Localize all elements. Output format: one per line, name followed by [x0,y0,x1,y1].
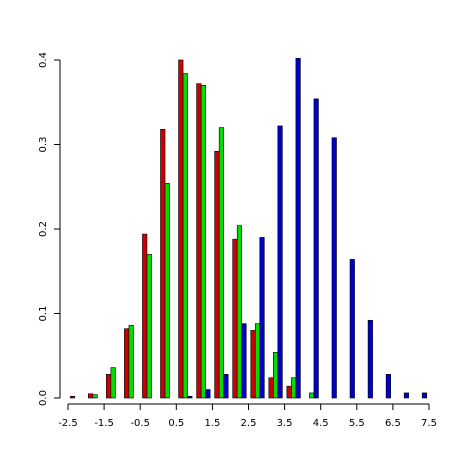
bar [250,330,256,399]
bar [196,83,202,399]
x-tick-label: 3.5 [277,418,293,429]
bar [106,374,112,399]
x-tick-label: 2.5 [241,418,257,429]
y-tick-label: 0.4 [38,52,49,68]
bar [218,127,224,399]
x-tick-label: 7.5 [421,418,437,429]
bar [295,58,301,399]
bar [313,98,319,399]
bar [232,238,238,399]
bar [205,389,211,399]
y-tick-label: 0.3 [38,137,49,153]
bar [142,233,148,399]
bar [331,137,337,399]
bar [128,325,134,399]
bar [164,183,170,399]
bar [160,128,166,399]
y-tick-label: 0.2 [38,221,49,237]
bar [254,323,261,399]
bar [291,377,297,399]
bar [349,259,355,399]
x-tick-label: 1.5 [204,418,220,429]
x-tick-label: 5.5 [349,418,365,429]
bar [146,254,152,399]
bar [385,374,391,399]
bar [92,394,98,399]
bar [259,237,265,399]
x-tick-label: -1.5 [94,418,114,429]
x-tick-label: 4.5 [313,418,329,429]
x-tick-label: 6.5 [385,418,401,429]
x-tick-label: -2.5 [58,418,78,429]
bar [124,328,130,399]
bar [110,367,116,399]
bar [277,125,283,399]
bar [236,225,243,399]
bar [200,85,206,399]
bar [367,319,373,399]
bar [421,392,428,399]
x-tick-label: -0.5 [130,418,150,429]
bar [187,396,193,399]
bar [223,374,229,399]
bar [286,385,292,399]
bar [178,59,184,399]
x-tick-label: 0.5 [168,418,184,429]
bar [403,392,409,399]
bar [309,392,315,399]
bar [88,393,94,399]
y-tick-label: 0.1 [38,306,49,322]
bar [69,396,76,399]
bar [182,73,188,399]
y-tick-label: 0.0 [38,390,49,406]
bar [241,323,247,399]
bar [268,377,274,399]
bar [273,352,279,399]
bar [214,150,220,399]
